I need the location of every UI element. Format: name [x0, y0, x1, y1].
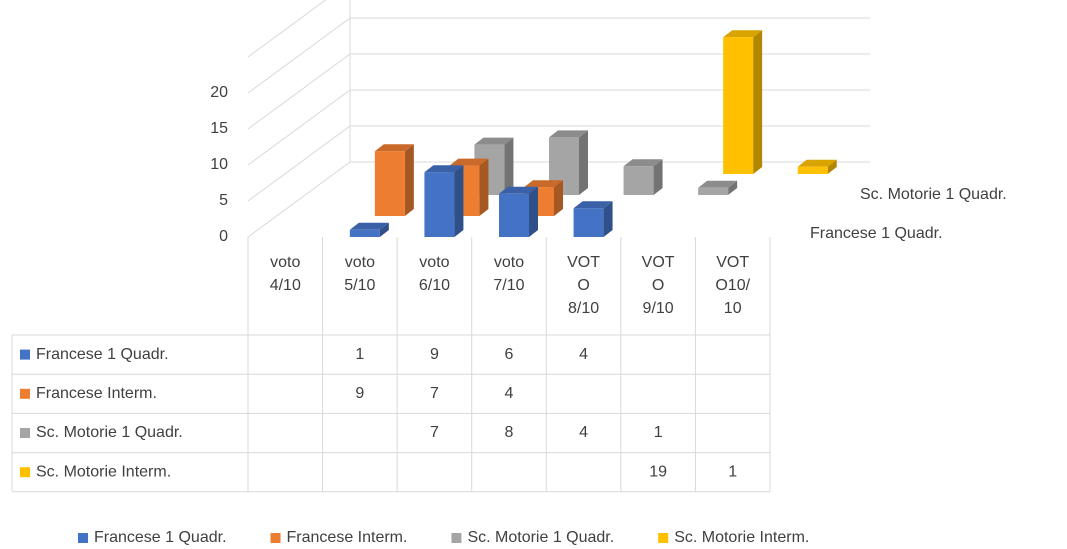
bar-top — [499, 186, 538, 194]
table-key — [20, 467, 30, 478]
series-label: Francese Interm. — [36, 385, 157, 402]
legend-key — [658, 533, 669, 543]
bar-top — [723, 30, 763, 38]
category-cell: voto 6/10 — [418, 254, 450, 294]
bar-top — [349, 222, 389, 230]
x-tick-label: VOTO 8/10 — [567, 254, 600, 317]
bar-top — [524, 180, 563, 188]
bar-top — [424, 165, 464, 173]
table-value: 1 — [728, 463, 737, 480]
y-tick-label: 5 — [219, 192, 228, 209]
table-value: 1 — [355, 346, 364, 363]
bar — [349, 229, 380, 237]
table-value: 1 — [654, 424, 663, 441]
bar-side — [579, 130, 588, 195]
x-tick-label: VOTO 9/10 — [641, 254, 675, 317]
bar-top — [449, 158, 489, 166]
table-value: 4 — [579, 424, 588, 441]
category-cell: voto 7/10 — [493, 254, 525, 294]
bar — [573, 208, 604, 237]
left-wall-top — [247, 0, 327, 58]
x-tick-label: voto 5/10 — [344, 254, 376, 294]
bar-side — [753, 30, 763, 175]
table-value: 9 — [430, 346, 439, 363]
series-label: Sc. Motorie 1 Quadr. — [36, 424, 183, 441]
table-key — [20, 388, 30, 399]
bar — [698, 187, 729, 195]
bar-side — [728, 180, 738, 195]
table-value: 4 — [505, 385, 514, 402]
y-tick-label: 20 — [210, 84, 228, 101]
bar-side — [554, 180, 563, 216]
x-tick-label: VOTO10/10 — [715, 254, 751, 317]
bar-top — [797, 159, 837, 167]
y-tick-label: 0 — [219, 228, 228, 245]
legend-label: Francese Interm. — [287, 529, 408, 546]
bar-side — [653, 159, 663, 195]
bar-top — [698, 180, 738, 188]
category-cell: VOTO10/10 — [715, 254, 751, 317]
bar-top — [573, 201, 613, 209]
legend-key — [78, 533, 88, 543]
legend-label: Sc. Motorie Interm. — [674, 529, 809, 546]
x-tick-label: voto 7/10 — [493, 254, 525, 294]
bar-side — [827, 159, 837, 174]
depth-label: Sc. Motorie 1 Quadr. — [860, 186, 1007, 203]
grid-line — [247, 53, 870, 130]
legend-key — [451, 533, 462, 543]
bar-top — [374, 144, 414, 152]
bar-top — [474, 137, 514, 145]
bar-side — [479, 158, 489, 216]
y-tick-label: 10 — [210, 156, 228, 173]
category-cell: VOTO 9/10 — [641, 254, 675, 317]
bar — [424, 172, 455, 237]
legend-key — [270, 533, 281, 543]
series-label: Francese 1 Quadr. — [36, 346, 169, 363]
bar-side — [504, 137, 514, 195]
category-cell: VOTO 8/10 — [567, 254, 600, 317]
table-key — [20, 428, 30, 438]
depth-label: Francese 1 Quadr. — [810, 225, 943, 242]
grid-line — [247, 17, 870, 94]
bar-side — [404, 144, 414, 216]
x-tick-label: voto 4/10 — [269, 254, 301, 294]
legend-label: Francese 1 Quadr. — [94, 529, 227, 546]
x-tick-label: voto 6/10 — [418, 254, 450, 294]
bar-side — [529, 186, 538, 237]
legend-label: Sc. Motorie 1 Quadr. — [467, 529, 614, 546]
bar — [499, 193, 529, 237]
table-value: 7 — [430, 424, 439, 441]
bar-side — [379, 222, 389, 237]
bar — [623, 166, 654, 195]
table-value: 9 — [355, 385, 364, 402]
table-value: 7 — [430, 385, 439, 402]
y-tick-label: 15 — [210, 120, 228, 137]
table-value: 8 — [505, 424, 514, 441]
category-cell: voto 4/10 — [269, 254, 301, 294]
table-value: 4 — [579, 346, 588, 363]
series-label: Sc. Motorie Interm. — [36, 463, 171, 480]
table-value: 6 — [505, 346, 514, 363]
bar-top — [623, 159, 663, 167]
bar-side — [454, 165, 464, 237]
bar-top — [549, 130, 588, 138]
bar — [723, 37, 754, 175]
category-cell: voto 5/10 — [344, 254, 376, 294]
table-value: 19 — [649, 463, 667, 480]
bar-side — [603, 201, 613, 237]
bar — [797, 166, 828, 174]
table-key — [20, 349, 30, 360]
bar — [374, 151, 405, 216]
